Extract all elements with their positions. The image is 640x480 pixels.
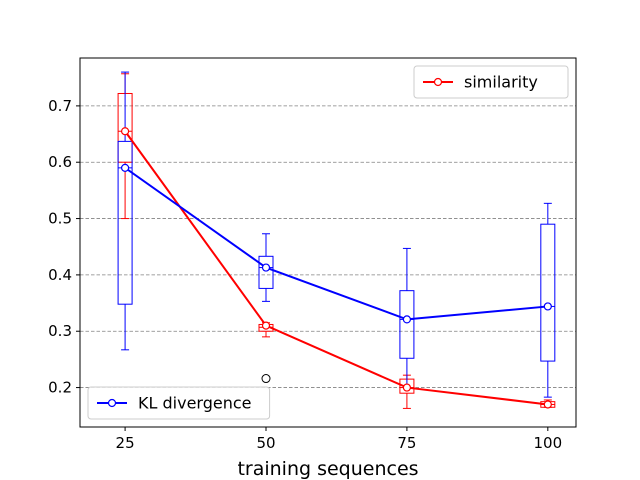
kl-divergence-boxplot <box>258 233 274 384</box>
similarity-point <box>543 400 552 409</box>
legend-label: similarity <box>464 73 538 92</box>
similarity-point <box>120 127 130 136</box>
legend-marker-icon <box>107 398 117 408</box>
kl-divergence-line <box>124 167 548 321</box>
kl-divergence-point <box>261 263 271 272</box>
plot-frame <box>79 57 577 428</box>
kl-divergence-point <box>120 163 130 172</box>
legend-kl-divergence: KL divergence <box>87 386 271 420</box>
similarity-line <box>124 130 548 406</box>
legend-marker-icon <box>433 77 443 87</box>
legend-frame <box>413 65 569 99</box>
kl-divergence-box <box>117 140 133 305</box>
similarity-point <box>402 383 412 392</box>
y-tick-label: 0.4 <box>48 266 72 284</box>
kl-divergence-box <box>258 255 274 289</box>
grid-layer <box>80 105 576 388</box>
kl-divergence-boxplot <box>540 202 556 398</box>
box-layer <box>117 71 556 409</box>
y-tick-label: 0.6 <box>48 153 72 171</box>
y-tick-label: 0.3 <box>48 322 72 340</box>
kl-divergence-point <box>543 302 552 311</box>
tick-layer: 0.2 0.3 0.4 0.5 0.6 0.7 25 50 75 100 <box>48 97 562 452</box>
line-layer <box>120 127 552 409</box>
x-tick-label: 75 <box>397 434 416 452</box>
y-tick-label: 0.7 <box>48 97 72 115</box>
x-axis-title: training sequences <box>237 458 418 480</box>
x-tick-label: 50 <box>256 434 275 452</box>
x-tick-label: 100 <box>533 434 562 452</box>
x-tick-label: 25 <box>116 434 135 452</box>
legend-similarity: similarity <box>413 65 569 99</box>
kl-divergence-outlier <box>261 374 271 384</box>
y-tick-label: 0.2 <box>48 379 72 397</box>
legend-label: KL divergence <box>138 394 251 413</box>
legend-layer: similarity KL divergence <box>87 65 569 420</box>
kl-divergence-point <box>402 315 412 324</box>
similarity-point <box>261 321 271 330</box>
y-tick-label: 0.5 <box>48 210 72 228</box>
kl-divergence-box <box>399 290 415 359</box>
kl-divergence-box <box>540 223 556 362</box>
legend-frame <box>87 386 271 420</box>
